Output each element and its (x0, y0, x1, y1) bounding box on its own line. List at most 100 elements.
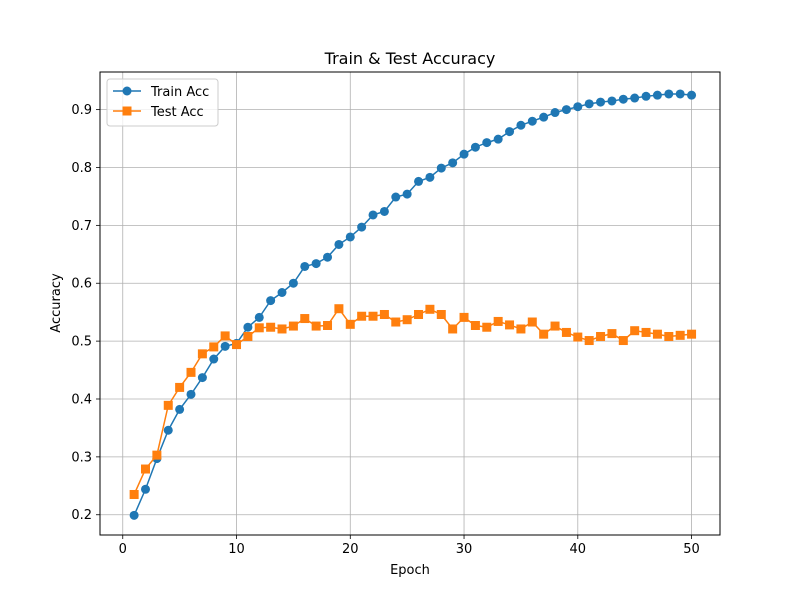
train-acc-point (175, 404, 185, 414)
train-acc-point (618, 94, 628, 104)
test-acc-point (493, 316, 503, 326)
test-acc-point (209, 342, 219, 352)
train-acc-point (266, 296, 276, 306)
train-acc-point (345, 232, 355, 242)
train-acc-point (527, 116, 537, 126)
chart-title: Train & Test Accuracy (324, 49, 496, 68)
x-tick-label: 50 (683, 542, 700, 557)
test-acc-point (505, 320, 515, 330)
train-acc-point (482, 138, 492, 148)
train-acc-point (584, 99, 594, 109)
y-tick-label: 0.2 (71, 508, 92, 523)
train-acc-point (334, 239, 344, 249)
train-acc-point (664, 89, 674, 99)
train-acc-point (596, 97, 606, 107)
train-acc-point (186, 389, 196, 399)
x-tick-label: 0 (119, 542, 127, 557)
test-acc-point (175, 382, 185, 392)
train-acc-point (470, 142, 480, 152)
test-acc-point (675, 330, 685, 340)
train-acc-point (493, 134, 503, 144)
test-acc-point (277, 324, 287, 334)
train-acc-point (163, 425, 173, 435)
test-acc-point (596, 331, 606, 341)
train-acc-point (368, 210, 378, 220)
test-acc-point (448, 324, 458, 334)
test-acc-point (220, 331, 230, 341)
test-acc-point (129, 489, 139, 499)
train-acc-point (243, 322, 253, 332)
train-acc-point (220, 341, 230, 351)
grid (100, 72, 720, 535)
test-acc-point (254, 323, 264, 333)
y-axis-label: Accuracy (49, 273, 64, 333)
train-acc-point (459, 149, 469, 159)
test-acc-point (607, 329, 617, 339)
test-acc-point (334, 304, 344, 314)
test-acc-point (197, 349, 207, 359)
test-acc-point (539, 329, 549, 339)
test-acc-point (459, 312, 469, 322)
y-tick-label: 0.6 (71, 277, 92, 292)
train-acc-point (311, 259, 321, 269)
x-tick-label: 40 (570, 542, 587, 557)
test-acc-point (516, 324, 526, 334)
y-tick-label: 0.9 (71, 103, 92, 118)
train-acc-point (300, 261, 310, 271)
test-acc-point (357, 311, 367, 321)
train-acc-point (129, 510, 139, 520)
train-acc-point (573, 102, 583, 112)
plot-frame (99, 71, 721, 536)
train-acc-point (209, 354, 219, 364)
test-acc-point (527, 317, 537, 327)
train-acc-point (675, 89, 685, 99)
legend-test-label: Test Acc (150, 105, 204, 120)
train-acc-point (436, 163, 446, 173)
train-acc-point (539, 112, 549, 122)
y-tick-label: 0.8 (71, 161, 92, 176)
test-acc-point (641, 327, 651, 337)
legend-test-marker (122, 106, 132, 116)
train-acc-point (323, 252, 333, 262)
train-acc-point (505, 127, 515, 137)
series-layer (129, 89, 697, 520)
y-tick-label: 0.5 (71, 335, 92, 350)
train-acc-point (402, 189, 412, 199)
test-acc-point (391, 317, 401, 327)
train-acc-point (357, 222, 367, 232)
legend: Train Acc Test Acc (106, 78, 219, 127)
train-acc-point (379, 206, 389, 216)
test-acc-point (664, 331, 674, 341)
train-acc-point (630, 93, 640, 103)
test-acc-point (402, 315, 412, 325)
train-acc-point (641, 91, 651, 101)
test-acc-point (584, 336, 594, 346)
train-acc-point (288, 278, 298, 288)
test-acc-point (414, 309, 424, 319)
train-acc-point (516, 120, 526, 130)
test-acc-point (368, 311, 378, 321)
test-acc-point (630, 326, 640, 336)
train-acc-point (277, 288, 287, 298)
test-acc-point (323, 320, 333, 330)
test-acc-point (379, 309, 389, 319)
train-acc-point (550, 108, 560, 118)
x-tick-label: 20 (342, 542, 359, 557)
train-acc-point (607, 96, 617, 106)
test-acc-point (152, 450, 162, 460)
legend-train-marker (122, 86, 132, 96)
train-acc-point (414, 176, 424, 186)
test-acc-point (141, 464, 151, 474)
test-acc-point (186, 367, 196, 377)
test-acc-point (243, 331, 253, 341)
test-acc-point (232, 340, 242, 350)
test-acc-point (163, 400, 173, 410)
x-axis-ticks: 0 10 20 30 40 50 (119, 535, 700, 557)
train-acc-point (391, 192, 401, 202)
test-acc-point (425, 304, 435, 314)
x-tick-label: 10 (228, 542, 245, 557)
test-acc-point (470, 320, 480, 330)
x-tick-label: 30 (456, 542, 473, 557)
test-acc-point (561, 327, 571, 337)
